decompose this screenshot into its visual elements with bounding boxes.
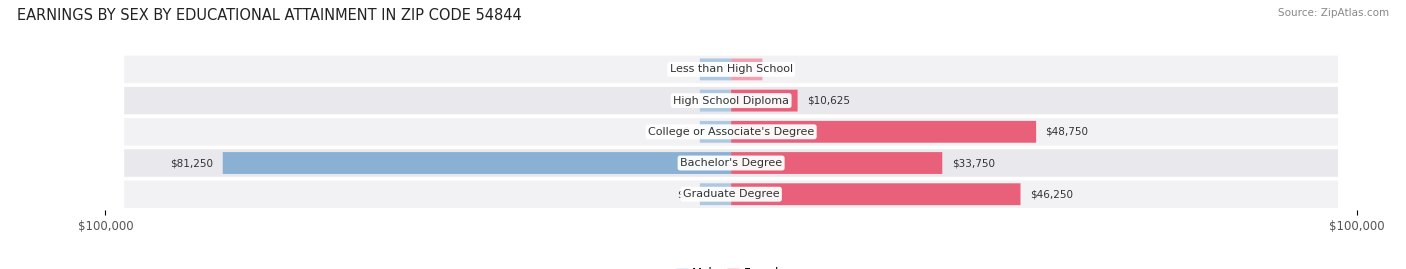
Text: $0: $0	[678, 127, 690, 137]
FancyBboxPatch shape	[124, 149, 1339, 177]
FancyBboxPatch shape	[124, 118, 1339, 146]
Text: $0: $0	[678, 64, 690, 75]
FancyBboxPatch shape	[731, 183, 1021, 205]
Text: Less than High School: Less than High School	[669, 64, 793, 75]
FancyBboxPatch shape	[700, 90, 731, 112]
FancyBboxPatch shape	[700, 183, 731, 205]
Text: $48,750: $48,750	[1046, 127, 1088, 137]
Text: Source: ZipAtlas.com: Source: ZipAtlas.com	[1278, 8, 1389, 18]
FancyBboxPatch shape	[731, 58, 762, 80]
Text: $0: $0	[678, 95, 690, 106]
Text: $0: $0	[772, 64, 785, 75]
Text: Graduate Degree: Graduate Degree	[683, 189, 779, 199]
Text: $10,625: $10,625	[807, 95, 851, 106]
FancyBboxPatch shape	[124, 180, 1339, 208]
Text: $0: $0	[678, 189, 690, 199]
FancyBboxPatch shape	[700, 121, 731, 143]
FancyBboxPatch shape	[731, 90, 797, 112]
FancyBboxPatch shape	[124, 56, 1339, 83]
Text: College or Associate's Degree: College or Associate's Degree	[648, 127, 814, 137]
Text: EARNINGS BY SEX BY EDUCATIONAL ATTAINMENT IN ZIP CODE 54844: EARNINGS BY SEX BY EDUCATIONAL ATTAINMEN…	[17, 8, 522, 23]
FancyBboxPatch shape	[222, 152, 731, 174]
Legend: Male, Female: Male, Female	[671, 263, 792, 269]
Text: $33,750: $33,750	[952, 158, 994, 168]
Text: $81,250: $81,250	[170, 158, 214, 168]
FancyBboxPatch shape	[700, 58, 731, 80]
Text: Bachelor's Degree: Bachelor's Degree	[681, 158, 782, 168]
Text: High School Diploma: High School Diploma	[673, 95, 789, 106]
FancyBboxPatch shape	[731, 152, 942, 174]
Text: $46,250: $46,250	[1029, 189, 1073, 199]
FancyBboxPatch shape	[731, 121, 1036, 143]
FancyBboxPatch shape	[124, 87, 1339, 114]
